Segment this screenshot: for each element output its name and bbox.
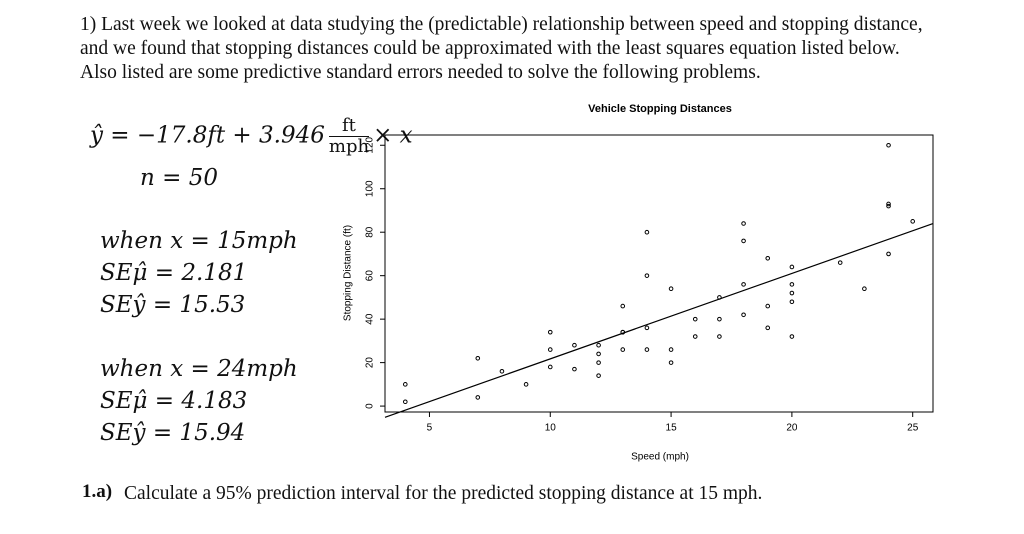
point <box>789 264 795 270</box>
point <box>523 382 529 387</box>
point <box>692 334 698 339</box>
x-axis-label: Speed (mph) <box>631 452 689 463</box>
point <box>547 364 553 370</box>
point <box>668 347 674 352</box>
point <box>765 255 771 261</box>
y-tick-label: 20 <box>365 357 376 369</box>
y-tick-label: 80 <box>365 226 376 238</box>
intro-paragraph: 1) Last week we looked at data studying … <box>80 14 923 83</box>
case-when: when x = 15mph <box>100 228 298 254</box>
x-tick-label: 25 <box>907 423 919 434</box>
point <box>596 360 601 365</box>
point <box>475 395 481 400</box>
point <box>789 282 795 287</box>
question-label: 1.a) <box>82 481 113 502</box>
equation-lhs: ŷ = −17.8ft + 3.946 <box>90 122 325 149</box>
point <box>596 373 601 378</box>
y-tick-label: 120 <box>365 136 376 153</box>
question-text: Calculate a 95% prediction interval for … <box>124 483 763 504</box>
x-tick-label: 20 <box>786 423 798 434</box>
regression-line <box>384 223 934 418</box>
point <box>789 290 795 296</box>
point <box>596 342 601 348</box>
point <box>765 303 771 309</box>
chart: Vehicle Stopping Distances Speed (mph) S… <box>343 103 934 463</box>
case-when: when x = 24mph <box>100 356 298 382</box>
point <box>717 316 722 322</box>
point <box>862 286 867 292</box>
point <box>741 282 746 287</box>
point <box>668 360 674 365</box>
point <box>620 347 626 352</box>
y-tick-label: 40 <box>365 313 376 325</box>
point <box>596 351 601 357</box>
point <box>644 273 650 278</box>
point <box>910 219 916 224</box>
point <box>644 347 650 352</box>
case-se-y: SEŷ = 15.53 <box>100 292 246 318</box>
fraction-num: ft <box>328 116 370 137</box>
equation: ŷ = −17.8ft + 3.946 ft mph × x <box>90 116 413 157</box>
point <box>717 334 722 339</box>
point <box>886 201 891 207</box>
point <box>499 369 505 374</box>
point <box>620 303 626 309</box>
x-tick-label: 5 <box>427 423 433 434</box>
point <box>886 203 891 209</box>
point <box>741 312 746 318</box>
point <box>789 299 795 305</box>
point <box>886 142 891 148</box>
point <box>837 260 843 265</box>
case-se-mu: SEμ̂ = 2.181 <box>100 260 248 286</box>
point <box>644 229 650 235</box>
point <box>572 366 577 372</box>
y-axis-label: Stopping Distance (ft) <box>343 225 354 321</box>
point <box>741 221 746 226</box>
point <box>402 382 408 387</box>
sample-size: n = 50 <box>140 165 218 191</box>
point <box>789 334 795 339</box>
fraction: ft mph <box>328 116 370 157</box>
point <box>547 329 553 335</box>
point <box>475 355 481 361</box>
point <box>547 347 553 352</box>
point <box>644 325 650 331</box>
chart-title: Vehicle Stopping Distances <box>588 103 732 115</box>
y-tick-label: 0 <box>365 403 376 409</box>
point <box>765 325 771 331</box>
point <box>402 399 408 405</box>
point <box>572 342 577 348</box>
point <box>692 316 698 322</box>
plot-box <box>384 134 934 413</box>
fraction-den: mph <box>328 136 370 157</box>
case-se-mu: SEμ̂ = 4.183 <box>100 388 248 414</box>
point <box>886 251 891 257</box>
x-tick-label: 10 <box>545 423 557 434</box>
y-tick-label: 60 <box>365 270 376 282</box>
point <box>668 286 674 292</box>
point <box>741 238 746 244</box>
x-tick-label: 15 <box>666 423 678 434</box>
y-tick-label: 100 <box>365 180 376 197</box>
case-se-y: SEŷ = 15.94 <box>100 420 246 446</box>
